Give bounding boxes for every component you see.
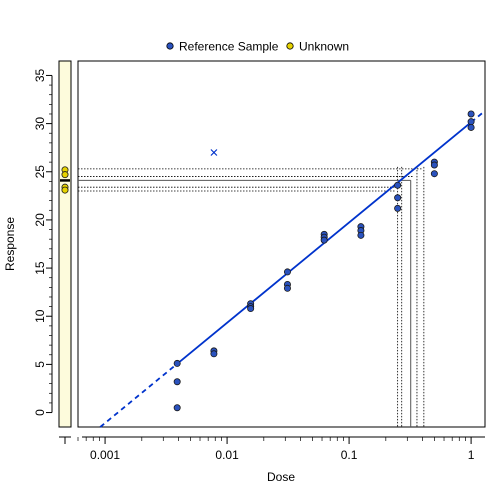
y-axis: 0 5 10 15 20 25 30 35 <box>33 68 53 416</box>
unknown-panel <box>58 60 72 428</box>
y-tick-label: 15 <box>33 261 47 275</box>
fit-line-group <box>99 110 486 428</box>
reference-point <box>394 194 402 202</box>
y-tick-label: 35 <box>33 68 47 82</box>
x-tick-label: 1 <box>468 448 475 462</box>
reference-point <box>173 404 181 412</box>
outlier-group <box>210 149 218 156</box>
y-tick-label: 25 <box>33 165 47 179</box>
x-tick-label: 0.1 <box>341 448 358 462</box>
y-tick-label: 20 <box>33 213 47 227</box>
x-tick-label: 0.01 <box>215 448 239 462</box>
outlier-marker-stroke-b <box>210 149 218 156</box>
y-tick-label: 10 <box>33 309 47 323</box>
reference-point <box>173 378 181 386</box>
unknown-points <box>60 166 70 194</box>
unknown-point <box>61 186 69 194</box>
x-tick-label: 0.001 <box>90 448 120 462</box>
reference-point <box>320 236 328 244</box>
legend-reference-label: Reference Sample <box>179 40 279 54</box>
unknown-panel-frame <box>58 60 72 428</box>
unknown-point <box>61 171 69 179</box>
reference-point <box>394 204 402 212</box>
y-axis-title: Response <box>3 217 17 271</box>
reference-point <box>430 170 438 178</box>
reference-point <box>467 118 475 126</box>
reference-point <box>467 123 475 131</box>
legend: Reference Sample Unknown <box>166 40 349 54</box>
reference-point <box>357 231 365 239</box>
legend-unknown-label: Unknown <box>299 40 349 54</box>
estimate-lines <box>78 166 425 427</box>
reference-point <box>210 350 218 358</box>
y-tick-label: 30 <box>33 117 47 131</box>
y-tick-label: 0 <box>33 409 47 416</box>
reference-point <box>467 110 475 118</box>
reference-points <box>173 110 475 412</box>
legend-unknown-marker <box>286 42 294 50</box>
reference-point <box>283 268 291 276</box>
reference-point <box>394 181 402 189</box>
x-axis-title: Dose <box>267 470 295 484</box>
fit-line-extrapolated-low <box>99 363 178 428</box>
x-axis: 0.001 0.01 0.1 1 <box>59 436 485 462</box>
reference-point <box>247 305 255 313</box>
legend-reference-marker <box>166 42 174 50</box>
y-tick-label: 5 <box>33 361 47 368</box>
reference-point <box>173 359 181 367</box>
plot-frame <box>77 60 486 428</box>
reference-point <box>430 161 438 169</box>
reference-point <box>283 284 291 292</box>
